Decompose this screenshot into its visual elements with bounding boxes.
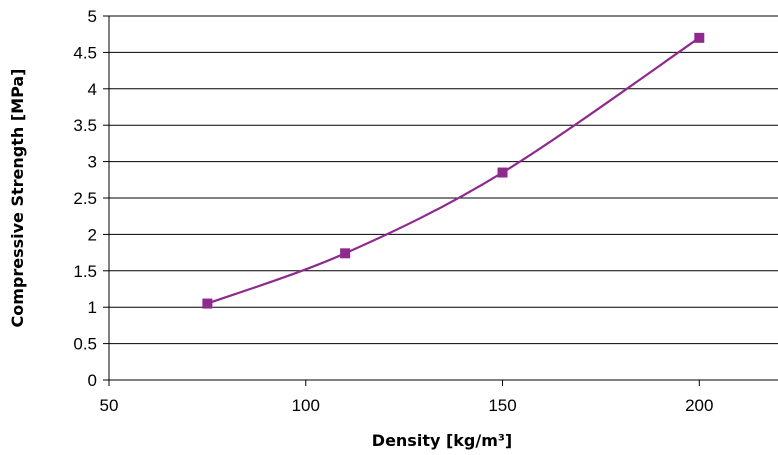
x-tick-label: 150 xyxy=(488,396,516,415)
y-tick-label: 3 xyxy=(88,153,97,172)
data-point-marker xyxy=(340,248,350,258)
grid-lines xyxy=(109,16,778,344)
data-point-marker xyxy=(202,299,212,309)
y-tick-label: 5 xyxy=(88,7,97,26)
y-tick-label: 1 xyxy=(88,298,97,317)
x-tick-label: 200 xyxy=(685,396,713,415)
y-tick-label: 2 xyxy=(88,225,97,244)
data-point-marker xyxy=(498,168,508,178)
y-tick-label: 2.5 xyxy=(73,189,97,208)
series xyxy=(202,33,704,309)
x-tick-label: 50 xyxy=(100,396,119,415)
x-axis-title: Density [kg/m³] xyxy=(372,431,512,450)
y-tick-label: 0.5 xyxy=(73,335,97,354)
y-tick-label: 3.5 xyxy=(73,116,97,135)
y-tick-label: 4 xyxy=(88,80,97,99)
x-tick-label: 100 xyxy=(292,396,320,415)
series-line xyxy=(207,38,699,304)
y-tick-labels: 0 0.5 1 1.5 2 2.5 3 3.5 4 4.5 5 xyxy=(73,7,97,390)
x-tick-labels: 50 100 150 200 xyxy=(100,396,714,415)
data-point-marker xyxy=(694,33,704,43)
y-tick-label: 1.5 xyxy=(73,262,97,281)
y-tick-label: 4.5 xyxy=(73,43,97,62)
y-axis-title: Compressive Strength [MPa] xyxy=(8,69,27,328)
axes xyxy=(103,16,778,386)
y-tick-label: 0 xyxy=(88,371,97,390)
